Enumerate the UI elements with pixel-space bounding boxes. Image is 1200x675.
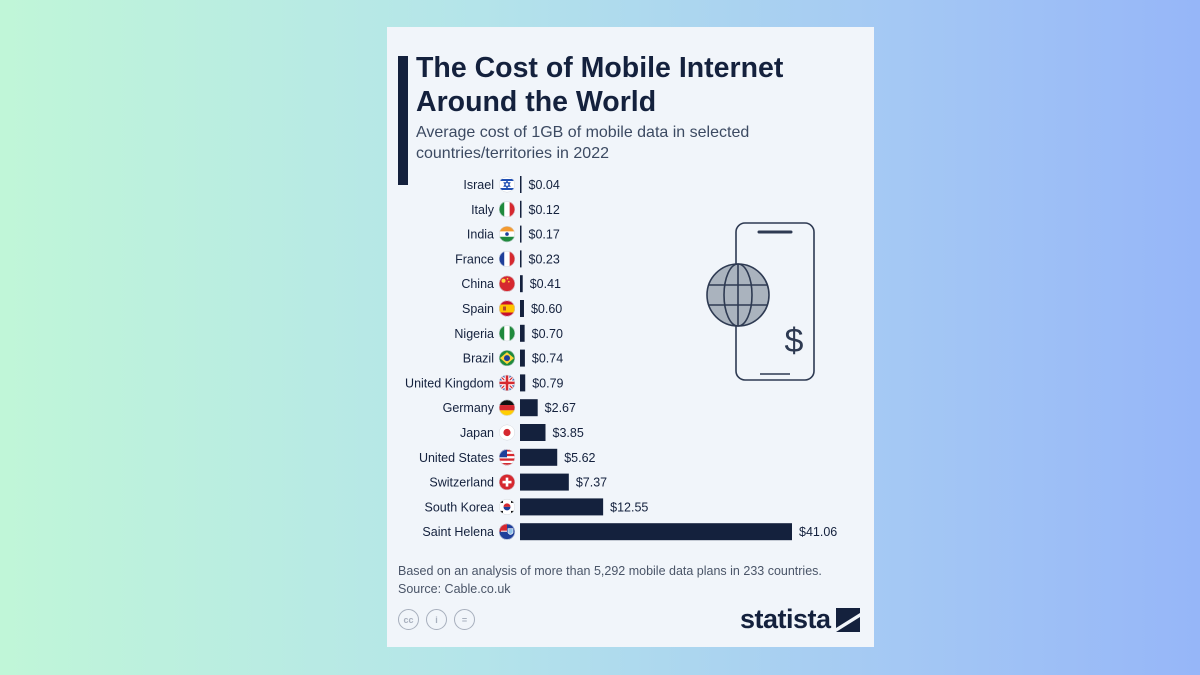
bar — [520, 324, 525, 342]
saint-helena-flag-icon — [499, 523, 515, 540]
value-label: $0.74 — [532, 352, 563, 366]
value-label: $0.04 — [529, 178, 560, 192]
bar — [520, 424, 546, 441]
svg-text:$: $ — [785, 322, 804, 360]
no-derivatives-icon[interactable]: = — [454, 609, 475, 630]
license-icons: cc i = — [398, 609, 475, 630]
category-label: Saint Helena — [422, 525, 494, 539]
value-label: $0.23 — [529, 252, 560, 266]
bar — [520, 275, 523, 293]
bar — [520, 374, 526, 392]
bar — [520, 448, 558, 466]
category-label: Spain — [462, 302, 494, 316]
value-label: $7.37 — [576, 476, 607, 490]
value-label: $41.06 — [799, 525, 837, 539]
statista-logo-icon — [835, 607, 860, 632]
spain-flag-icon — [499, 300, 515, 317]
bar — [520, 176, 522, 193]
nigeria-flag-icon — [499, 325, 515, 342]
bar — [520, 399, 538, 417]
france-flag-icon — [499, 250, 515, 267]
value-label: $0.12 — [529, 203, 560, 217]
phone-globe-dollar-icon: $ — [706, 222, 815, 381]
footnote: Based on an analysis of more than 5,292 … — [398, 562, 868, 598]
category-label: Israel — [463, 178, 494, 192]
bar — [520, 523, 792, 541]
statista-logo[interactable]: statista — [740, 604, 860, 635]
japan-flag-icon — [499, 424, 515, 441]
creative-commons-icon[interactable]: cc — [398, 609, 419, 630]
value-label: $0.79 — [532, 376, 563, 390]
india-flag-icon — [499, 226, 515, 243]
category-label: Japan — [460, 426, 494, 440]
category-label: Switzerland — [429, 476, 494, 490]
south-korea-flag-icon — [499, 498, 515, 515]
usa-flag-icon — [499, 449, 515, 466]
bar — [520, 225, 522, 243]
brazil-flag-icon — [499, 350, 515, 367]
value-label: $3.85 — [553, 426, 584, 440]
value-label: $0.41 — [530, 277, 561, 291]
bar — [520, 300, 524, 317]
china-flag-icon — [499, 275, 515, 292]
bar — [520, 498, 604, 516]
bar — [520, 349, 525, 367]
germany-flag-icon — [499, 399, 515, 416]
bar-chart: Israel $0.04 Italy $0.12 India $0.17 France $0.… — [405, 176, 837, 541]
title-accent-bar — [398, 56, 408, 185]
value-label: $2.67 — [545, 401, 576, 415]
israel-flag-icon — [499, 176, 515, 193]
value-label: $0.70 — [532, 327, 563, 341]
category-label: Brazil — [463, 352, 494, 366]
value-label: $5.62 — [564, 451, 595, 465]
category-label: India — [467, 228, 494, 242]
category-label: Nigeria — [454, 327, 494, 341]
bar — [520, 250, 522, 268]
bar — [520, 200, 522, 218]
category-label: China — [461, 277, 494, 291]
category-label: Italy — [471, 203, 495, 217]
footnote-source: Source: Cable.co.uk — [398, 582, 511, 596]
italy-flag-icon — [499, 201, 515, 218]
value-label: $0.17 — [529, 228, 560, 242]
attribution-icon[interactable]: i — [426, 609, 447, 630]
statista-logo-text: statista — [740, 604, 831, 634]
value-label: $12.55 — [610, 500, 648, 514]
switzerland-flag-icon — [499, 474, 515, 491]
value-label: $0.60 — [531, 302, 562, 316]
chart-card: The Cost of Mobile Internet Around the W… — [387, 27, 874, 647]
category-label: France — [455, 252, 494, 266]
chart-subtitle: Average cost of 1GB of mobile data in se… — [416, 124, 750, 162]
category-label: Germany — [443, 401, 495, 415]
footnote-note: Based on an analysis of more than 5,292 … — [398, 564, 822, 578]
category-label: United States — [419, 451, 494, 465]
category-label: South Korea — [425, 500, 495, 514]
category-label: United Kingdom — [405, 376, 494, 390]
chart-title: The Cost of Mobile Internet Around the W… — [416, 52, 784, 118]
bar — [520, 473, 569, 491]
